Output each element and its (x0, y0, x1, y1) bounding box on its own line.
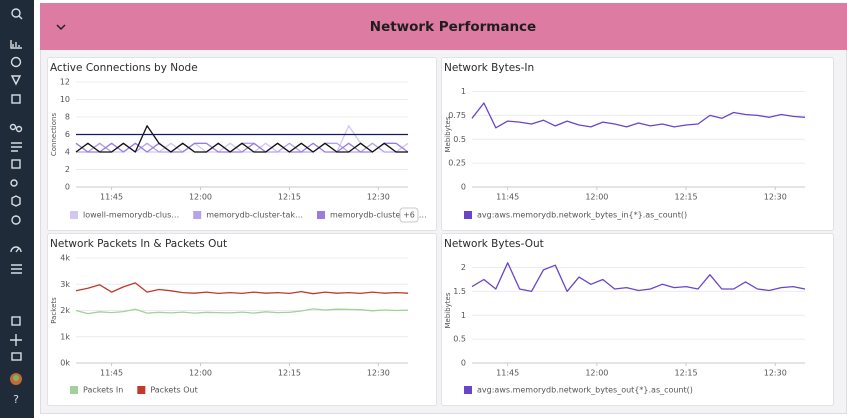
y-tick-label: 0k (60, 359, 70, 368)
series-line (471, 262, 806, 293)
y-tick-label: 12 (60, 78, 70, 87)
widget-title: Active Connections by Node (50, 62, 198, 74)
x-tick-label: 12:30 (764, 193, 787, 202)
y-tick-label: 2k (60, 306, 70, 315)
group-title: Network Performance (370, 19, 536, 35)
series-line (471, 102, 806, 129)
collapse-chevron[interactable] (56, 24, 66, 31)
infra-icon[interactable] (11, 94, 21, 104)
legend-more: +6 (403, 211, 415, 220)
y-axis-label: Packets (50, 297, 58, 324)
x-tick-label: 12:15 (675, 369, 698, 378)
x-tick-label: 12:30 (367, 369, 390, 378)
search-icon[interactable] (11, 8, 21, 18)
y-tick-label: 0.25 (448, 159, 466, 168)
x-tick-label: 12:30 (764, 369, 787, 378)
legend-swatch (137, 386, 146, 394)
legend-label: avg:aws.memorydb.network_bytes_in{*}.as_… (477, 211, 687, 220)
x-tick-label: 11:45 (100, 193, 123, 202)
y-tick-label: 1 (461, 311, 466, 320)
synthetics-icon[interactable] (11, 215, 21, 225)
y-tick-label: 2 (65, 165, 70, 174)
sidebar-icons (9, 8, 23, 361)
apm-icon[interactable] (10, 75, 22, 86)
x-tick-label: 12:30 (367, 193, 390, 202)
series-line (75, 125, 408, 153)
series-line (75, 282, 409, 295)
metrics-icon[interactable] (10, 40, 22, 49)
series-line (75, 142, 409, 153)
y-tick-label: 4 (65, 148, 70, 157)
avatar-face (13, 375, 19, 381)
sidebar (0, 0, 34, 418)
y-tick-label: 0 (461, 359, 466, 368)
integrations-icon[interactable] (9, 123, 17, 131)
legend-swatch (193, 211, 202, 219)
legend-swatch (316, 211, 325, 219)
y-tick-label: 1 (461, 87, 466, 96)
legend-label: memorydb-cluster-tak… (330, 211, 427, 220)
y-axis-label: Mebibytes (444, 292, 452, 328)
y-axis-label: Connections (50, 113, 58, 157)
legend-swatch (70, 386, 78, 394)
y-tick-label: 4k (60, 254, 70, 263)
chat-icon[interactable] (11, 352, 22, 361)
x-tick-label: 12:15 (278, 193, 301, 202)
logs-icon[interactable] (11, 142, 22, 152)
extensions-icon[interactable] (11, 316, 21, 326)
y-tick-label: 0.5 (453, 135, 466, 144)
x-tick-label: 11:45 (100, 369, 123, 378)
integrations-icon-2 (15, 125, 23, 133)
widget-title: Network Packets In & Packets Out (50, 238, 227, 250)
x-tick-label: 12:00 (189, 193, 212, 202)
x-tick-label: 12:00 (585, 193, 608, 202)
legend-swatch (464, 211, 472, 219)
notebooks-icon[interactable] (11, 159, 21, 169)
widget (441, 57, 834, 231)
legend-label: memorydb-cluster-tak… (206, 211, 303, 220)
search-icon-handle (18, 15, 23, 20)
legend-label: avg:aws.memorydb.network_bytes_out{*}.as… (477, 386, 693, 395)
legend-more-button[interactable] (399, 207, 419, 223)
widget (441, 233, 834, 406)
series-line (75, 308, 409, 315)
y-tick-label: 0 (461, 183, 466, 192)
events-icon[interactable] (11, 264, 22, 274)
dashboards-icon[interactable] (10, 246, 22, 253)
y-tick-label: 1k (60, 332, 70, 341)
y-axis-label: Mebibytes (444, 116, 452, 152)
widget-title: Network Bytes-Out (444, 238, 544, 250)
widget (47, 233, 437, 406)
legend-swatch (464, 386, 472, 394)
x-tick-label: 12:15 (278, 369, 301, 378)
y-tick-label: 8 (65, 113, 70, 122)
x-tick-label: 11:45 (496, 369, 519, 378)
x-tick-label: 12:00 (585, 369, 608, 378)
x-tick-label: 12:00 (189, 369, 212, 378)
y-tick-label: 10 (60, 95, 70, 104)
x-tick-label: 12:15 (675, 193, 698, 202)
y-tick-label: 1.5 (453, 287, 466, 296)
y-tick-label: 0.5 (453, 335, 466, 344)
legend-label: Packets Out (150, 386, 197, 395)
group-header (40, 3, 847, 50)
x-tick-label: 11:45 (496, 193, 519, 202)
help-icon[interactable]: ? (13, 393, 19, 406)
y-tick-label: 0.75 (448, 111, 466, 120)
y-tick-label: 6 (65, 130, 70, 139)
monitors-icon[interactable] (10, 56, 22, 68)
security-icon[interactable] (11, 195, 21, 207)
network-icon[interactable] (10, 179, 18, 187)
legend-swatch (70, 211, 78, 219)
y-tick-label: 0 (65, 183, 70, 192)
y-tick-label: 3k (60, 280, 70, 289)
legend-label: lowell-memorydb-clus… (83, 211, 179, 220)
y-tick-label: 2 (461, 263, 466, 272)
legend-label: Packets In (83, 386, 123, 395)
widget-title: Network Bytes-In (444, 62, 534, 74)
new-icon[interactable] (10, 334, 22, 346)
